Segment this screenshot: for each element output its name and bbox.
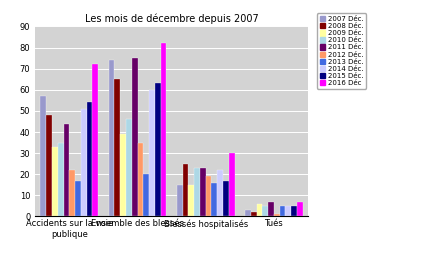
Title: Les mois de décembre depuis 2007: Les mois de décembre depuis 2007	[85, 14, 258, 24]
Legend: 2007 Déc., 2008 Déc., 2009 Déc., 2010 Déc., 2011 Déc., 2012 Déc., 2013 Déc., 201: 2007 Déc., 2008 Déc., 2009 Déc., 2010 Dé…	[317, 13, 367, 89]
Bar	[188, 185, 194, 216]
Bar	[149, 90, 155, 216]
Bar	[46, 115, 52, 216]
Bar	[161, 43, 166, 216]
Bar	[223, 181, 229, 216]
Bar	[87, 102, 92, 216]
Bar	[200, 168, 206, 216]
Bar	[183, 164, 188, 216]
Bar	[109, 60, 114, 216]
Bar	[262, 206, 268, 216]
Bar	[126, 119, 132, 216]
Bar	[212, 183, 217, 216]
Bar	[286, 206, 291, 216]
Bar	[245, 210, 251, 216]
Bar	[120, 134, 126, 216]
Bar	[52, 147, 58, 216]
Bar	[257, 204, 262, 216]
Bar	[155, 83, 161, 216]
Bar	[63, 124, 70, 216]
Bar	[217, 170, 223, 216]
Bar	[143, 174, 149, 216]
Bar	[206, 176, 212, 216]
Bar	[297, 202, 303, 216]
Bar	[194, 168, 200, 216]
Bar	[268, 202, 274, 216]
Bar	[177, 185, 183, 216]
Bar	[251, 212, 257, 216]
Bar	[40, 96, 46, 216]
Bar	[229, 153, 235, 216]
Bar	[58, 143, 63, 216]
Bar	[114, 79, 120, 216]
Bar	[137, 143, 143, 216]
Bar	[274, 214, 280, 216]
Bar	[280, 206, 286, 216]
Bar	[291, 206, 297, 216]
Bar	[70, 170, 75, 216]
Bar	[132, 58, 137, 216]
Bar	[81, 109, 87, 216]
Bar	[92, 64, 98, 216]
Bar	[75, 181, 81, 216]
